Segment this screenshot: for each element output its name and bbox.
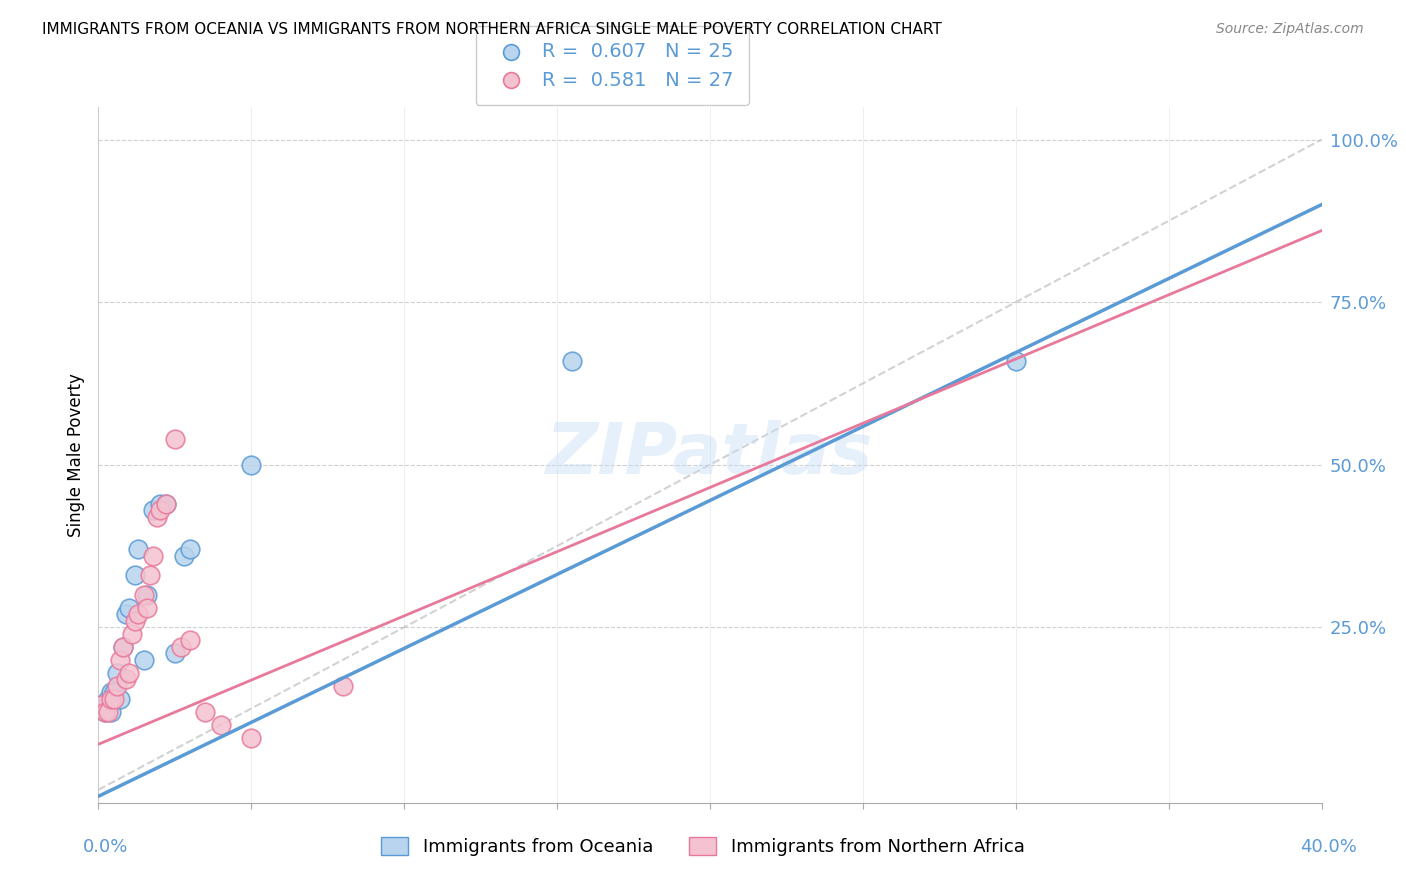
Point <box>134 653 156 667</box>
Point <box>127 542 149 557</box>
Point <box>100 705 122 719</box>
Text: IMMIGRANTS FROM OCEANIA VS IMMIGRANTS FROM NORTHERN AFRICA SINGLE MALE POVERTY C: IMMIGRANTS FROM OCEANIA VS IMMIGRANTS FR… <box>42 22 942 37</box>
Point <box>103 691 125 706</box>
Point <box>115 607 138 622</box>
Point <box>155 497 177 511</box>
Point <box>108 691 131 706</box>
Text: Source: ZipAtlas.com: Source: ZipAtlas.com <box>1216 22 1364 37</box>
Point <box>134 588 156 602</box>
Point <box>124 614 146 628</box>
Point <box>118 665 141 680</box>
Point <box>121 626 143 640</box>
Point <box>240 458 263 472</box>
Y-axis label: Single Male Poverty: Single Male Poverty <box>66 373 84 537</box>
Point <box>100 691 122 706</box>
Point <box>93 705 115 719</box>
Point <box>170 640 193 654</box>
Point <box>136 600 159 615</box>
Point <box>111 640 134 654</box>
Point <box>240 731 263 745</box>
Point <box>209 718 232 732</box>
Point <box>149 497 172 511</box>
Point <box>127 607 149 622</box>
Point <box>179 542 201 557</box>
Point <box>561 353 583 368</box>
Point <box>173 549 195 563</box>
Point <box>163 646 186 660</box>
Point <box>90 698 112 713</box>
Point <box>93 705 115 719</box>
Point <box>194 705 217 719</box>
Point <box>100 685 122 699</box>
Point <box>332 679 354 693</box>
Point <box>115 672 138 686</box>
Point <box>118 600 141 615</box>
Point <box>105 665 128 680</box>
Point <box>149 503 172 517</box>
Text: 40.0%: 40.0% <box>1301 838 1357 855</box>
Point <box>108 653 131 667</box>
Point <box>163 432 186 446</box>
Point <box>139 568 162 582</box>
Text: ZIPatlas: ZIPatlas <box>547 420 873 490</box>
Point <box>145 509 167 524</box>
Point <box>1004 353 1026 368</box>
Point <box>142 549 165 563</box>
Point <box>179 633 201 648</box>
Point <box>97 691 120 706</box>
Point <box>103 685 125 699</box>
Point <box>97 698 120 713</box>
Point <box>142 503 165 517</box>
Legend: R =  0.607   N = 25, R =  0.581   N = 27: R = 0.607 N = 25, R = 0.581 N = 27 <box>475 26 749 105</box>
Point <box>105 679 128 693</box>
Point <box>124 568 146 582</box>
Point <box>97 705 120 719</box>
Legend: Immigrants from Oceania, Immigrants from Northern Africa: Immigrants from Oceania, Immigrants from… <box>374 830 1032 863</box>
Point <box>136 588 159 602</box>
Point <box>155 497 177 511</box>
Point <box>90 698 112 713</box>
Text: 0.0%: 0.0% <box>83 838 128 855</box>
Point <box>111 640 134 654</box>
